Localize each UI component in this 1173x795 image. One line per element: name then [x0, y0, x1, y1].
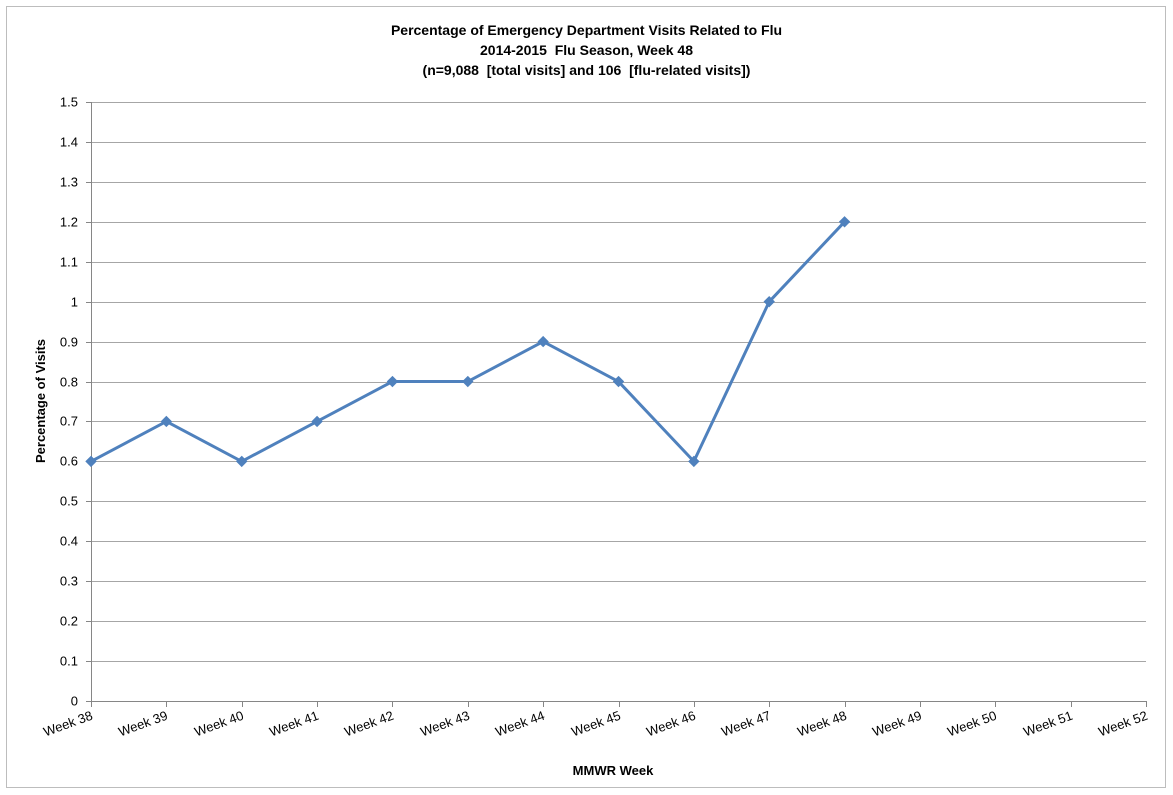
y-tick-label: 0.2	[60, 614, 78, 629]
axes	[86, 102, 1147, 707]
x-tick-label: Week 39	[116, 708, 169, 740]
chart-title: Percentage of Emergency Department Visit…	[390, 22, 783, 38]
data-series	[85, 216, 851, 468]
data-point	[85, 455, 97, 468]
data-point	[236, 455, 248, 468]
data-point	[612, 375, 625, 388]
x-tick-label: Week 48	[795, 708, 848, 740]
chart-subtitle-2: (n=9,088 [total visits] and 106 [flu-rel…	[422, 62, 751, 78]
y-axis-title: Percentage of Visits	[33, 339, 48, 463]
y-tick-label: 1.3	[60, 175, 78, 190]
x-tick-label: Week 47	[719, 708, 772, 740]
data-point	[160, 415, 173, 428]
y-tick-label: 0.9	[60, 335, 78, 350]
y-tick-label: 0.7	[60, 414, 78, 429]
y-tick-label: 1.2	[60, 215, 78, 230]
chart-frame	[6, 6, 1166, 788]
x-tick-label: Week 46	[644, 708, 697, 740]
y-tick-label: 0.1	[60, 654, 78, 669]
data-point	[311, 415, 323, 428]
x-tick-label: Week 38	[41, 708, 94, 740]
x-tick-label: Week 43	[418, 708, 471, 740]
data-point	[537, 335, 549, 348]
data-point	[462, 375, 474, 388]
y-tick-label: 0.4	[60, 534, 78, 549]
x-tick-label: Week 52	[1096, 708, 1149, 740]
y-tick-label: 1.5	[60, 95, 78, 110]
y-tick-label: 0	[71, 694, 78, 709]
chart-subtitle: 2014-2015 Flu Season, Week 48	[480, 42, 693, 58]
x-tick-label: Week 41	[267, 708, 320, 740]
series-line	[90, 220, 846, 463]
gridlines	[91, 102, 1146, 662]
x-tick-label: Week 50	[945, 708, 998, 740]
x-axis-title: MMWR Week	[573, 763, 654, 778]
data-point	[763, 295, 775, 308]
y-tick-labels: 0 0.1 0.2 0.3 0.4 0.5 0.6 0.7 0.8 0.9 1 1.1 1.2 1.3 1.…	[60, 95, 78, 709]
data-point	[838, 216, 851, 228]
y-tick-label: 0.6	[60, 454, 78, 469]
x-tick-label: Week 45	[569, 708, 622, 740]
y-tick-label: 1.1	[60, 255, 78, 270]
x-tick-label: Week 40	[192, 708, 245, 740]
x-tick-label: Week 44	[493, 708, 546, 740]
x-tick-label: Week 42	[342, 708, 395, 740]
x-tick-label: Week 51	[1021, 708, 1074, 740]
x-tick-label: Week 49	[870, 708, 923, 740]
y-tick-label: 0.5	[60, 494, 78, 509]
y-tick-label: 0.3	[60, 574, 78, 589]
x-tick-labels: Week 38 Week 39 Week 40 Week 41 Week 42 Week …	[41, 708, 1149, 740]
data-point	[688, 455, 700, 468]
y-tick-label: 1.4	[60, 135, 78, 150]
y-tick-label: 1	[71, 295, 78, 310]
y-tick-label: 0.8	[60, 375, 78, 390]
chart-title-block: Percentage of Emergency Department Visit…	[0, 20, 1173, 80]
data-point	[386, 375, 399, 388]
